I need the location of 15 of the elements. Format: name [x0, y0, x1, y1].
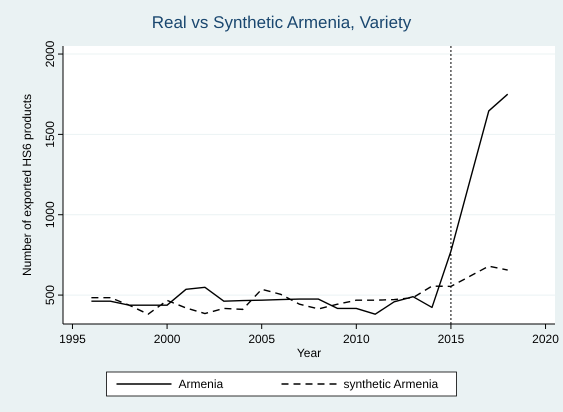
- y-tick-label: 1000: [43, 201, 57, 228]
- y-tick-label: 2000: [43, 40, 57, 68]
- x-tick-label: 2000: [154, 332, 181, 346]
- chart-title: Real vs Synthetic Armenia, Variety: [152, 13, 412, 32]
- x-tick-label: 1995: [59, 332, 86, 346]
- y-tick-label: 1500: [43, 120, 57, 148]
- legend-label: synthetic Armenia: [344, 377, 439, 391]
- x-axis-title: Year: [296, 346, 322, 360]
- y-axis-title: Number of exported HS6 products: [20, 94, 34, 276]
- y-tick-label: 500: [43, 284, 57, 306]
- x-tick-label: 2020: [532, 332, 560, 346]
- x-tick-label: 2015: [438, 332, 465, 346]
- x-tick-label: 2005: [248, 332, 276, 346]
- legend-label: Armenia: [178, 377, 224, 391]
- x-tick-label: 2010: [342, 332, 370, 346]
